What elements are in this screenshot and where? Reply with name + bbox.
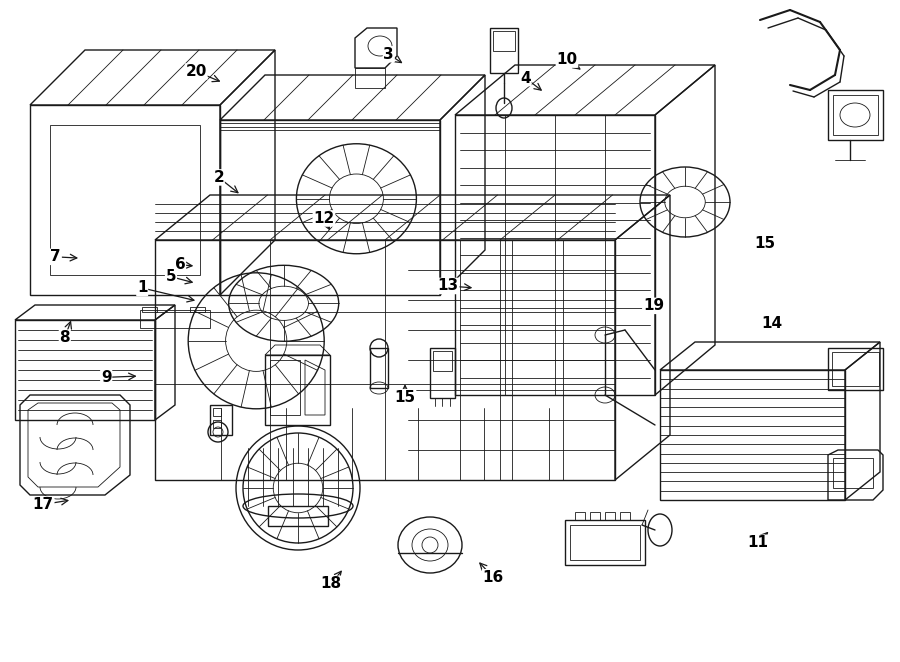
Text: 5: 5: [166, 269, 176, 284]
Bar: [832, 352, 879, 386]
Bar: [268, 506, 328, 526]
Text: 8: 8: [59, 330, 70, 345]
Text: 16: 16: [482, 570, 504, 585]
Text: 20: 20: [185, 64, 207, 79]
Bar: [565, 520, 645, 565]
Text: 14: 14: [761, 316, 783, 330]
Bar: [190, 307, 205, 312]
Text: 2: 2: [213, 170, 224, 185]
Bar: [140, 310, 210, 328]
Text: 19: 19: [643, 299, 664, 313]
Text: 6: 6: [175, 258, 185, 272]
Text: 9: 9: [101, 370, 112, 385]
Bar: [833, 95, 878, 135]
Bar: [430, 348, 455, 398]
Bar: [833, 458, 873, 488]
Bar: [828, 348, 883, 390]
Bar: [570, 525, 640, 560]
Text: 15: 15: [754, 236, 776, 251]
Bar: [355, 68, 385, 88]
Text: 7: 7: [50, 250, 61, 264]
Bar: [213, 408, 221, 416]
Bar: [433, 351, 452, 371]
Bar: [210, 405, 232, 435]
Text: 1: 1: [137, 281, 148, 295]
Text: 3: 3: [383, 47, 394, 62]
Text: 18: 18: [320, 577, 342, 591]
Bar: [575, 512, 585, 520]
Text: 10: 10: [556, 52, 578, 67]
Text: 13: 13: [437, 279, 459, 293]
Bar: [270, 360, 300, 415]
Text: 17: 17: [32, 497, 54, 512]
Text: 12: 12: [313, 211, 335, 226]
Bar: [213, 420, 221, 428]
Bar: [490, 28, 518, 73]
Bar: [590, 512, 600, 520]
Bar: [605, 512, 615, 520]
Bar: [620, 512, 630, 520]
Bar: [493, 31, 515, 51]
Bar: [142, 307, 157, 312]
Text: 4: 4: [520, 71, 531, 85]
Text: 15: 15: [394, 390, 416, 404]
Bar: [828, 90, 883, 140]
Text: 11: 11: [747, 536, 769, 550]
Bar: [370, 348, 388, 388]
